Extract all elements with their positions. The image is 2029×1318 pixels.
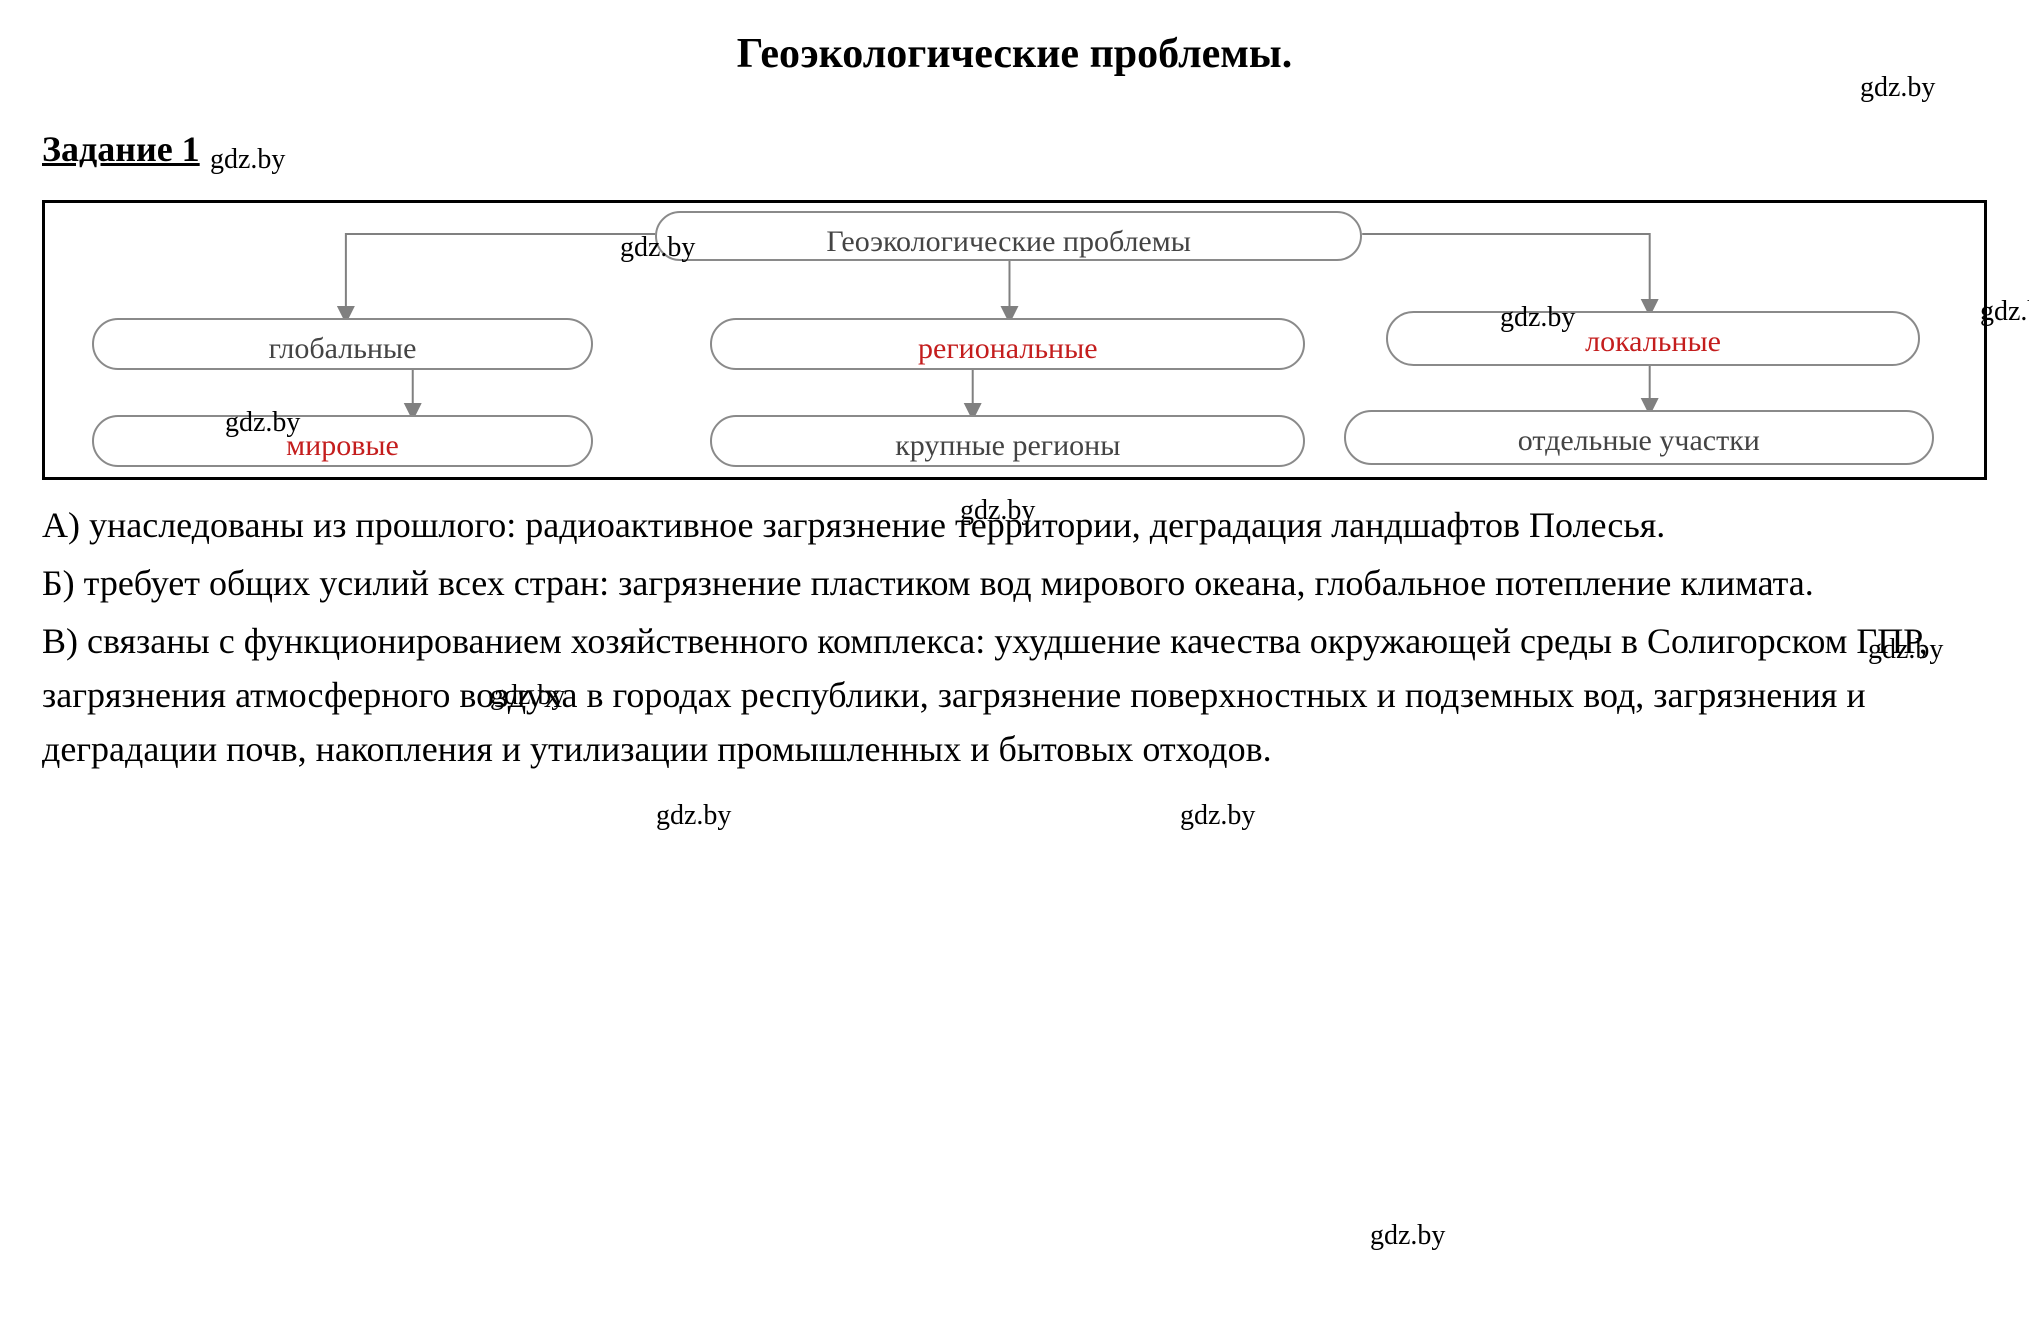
tree-node-n2: региональные xyxy=(710,318,1305,370)
watermark: gdz.by xyxy=(1860,72,1935,104)
watermark: gdz.by xyxy=(490,680,565,712)
page-title: Геоэкологические проблемы. xyxy=(30,30,1999,78)
task-heading: Задание 1 xyxy=(42,128,1999,170)
task-c: В) связаны с функционированием хозяйстве… xyxy=(42,614,1987,776)
watermark: gdz.by xyxy=(210,144,285,176)
watermark: gdz.by xyxy=(1500,302,1575,334)
watermark: gdz.by xyxy=(1370,1220,1445,1252)
tree-node-root: Геоэкологические проблемы xyxy=(655,211,1362,261)
watermark: gdz.by xyxy=(656,800,731,832)
watermark: gdz.by xyxy=(1980,296,2029,328)
watermark: gdz.by xyxy=(960,495,1035,527)
watermark: gdz.by xyxy=(225,407,300,439)
watermark: gdz.by xyxy=(1180,800,1255,832)
watermark: gdz.by xyxy=(1868,634,1943,666)
tree-edge xyxy=(346,234,655,318)
watermark: gdz.by xyxy=(620,232,695,264)
tree-node-n4: мировые xyxy=(92,415,593,467)
tree-node-n6: отдельные участки xyxy=(1344,410,1934,465)
tree-node-n3: локальные xyxy=(1386,311,1921,366)
tree-node-n5: крупные регионы xyxy=(710,415,1305,467)
tree-diagram: Геоэкологические проблемы глобальные регио… xyxy=(42,200,1987,480)
tree-edge xyxy=(1362,234,1650,311)
task-b: Б) требует общих усилий всех стран: загр… xyxy=(42,556,1987,610)
tree-node-n1: глобальные xyxy=(92,318,593,370)
task-text-block: А) унаследованы из прошлого: радиоактивн… xyxy=(42,498,1987,776)
